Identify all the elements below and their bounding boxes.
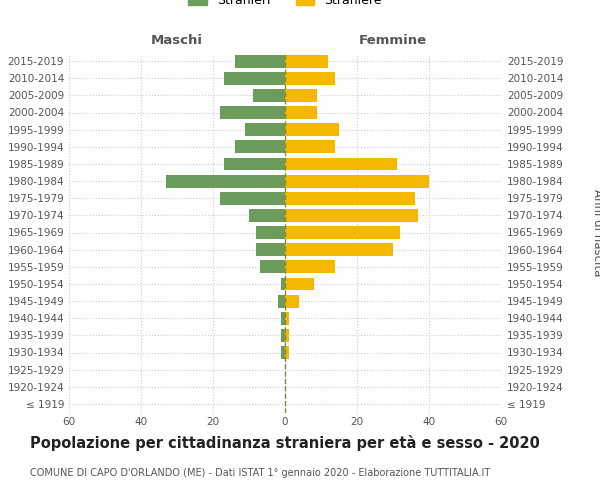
Text: Popolazione per cittadinanza straniera per età e sesso - 2020: Popolazione per cittadinanza straniera p…: [30, 435, 540, 451]
Bar: [285, 346, 289, 359]
Bar: [285, 278, 314, 290]
Bar: [285, 209, 418, 222]
Bar: [285, 260, 335, 273]
Bar: [285, 54, 328, 68]
Bar: [285, 106, 317, 119]
Bar: [285, 329, 289, 342]
Bar: [285, 226, 400, 239]
Bar: [256, 226, 285, 239]
Bar: [285, 72, 335, 85]
Bar: [285, 158, 397, 170]
Bar: [260, 260, 285, 273]
Bar: [224, 72, 285, 85]
Text: Maschi: Maschi: [151, 34, 203, 48]
Bar: [256, 243, 285, 256]
Bar: [245, 123, 285, 136]
Y-axis label: Fasce di età: Fasce di età: [0, 198, 2, 268]
Bar: [220, 106, 285, 119]
Bar: [224, 158, 285, 170]
Bar: [285, 312, 289, 324]
Legend: Stranieri, Straniere: Stranieri, Straniere: [188, 0, 382, 7]
Bar: [285, 140, 335, 153]
Bar: [249, 209, 285, 222]
Bar: [285, 123, 339, 136]
Bar: [281, 329, 285, 342]
Bar: [235, 140, 285, 153]
Bar: [220, 192, 285, 204]
Bar: [285, 89, 317, 102]
Text: COMUNE DI CAPO D'ORLANDO (ME) - Dati ISTAT 1° gennaio 2020 - Elaborazione TUTTIT: COMUNE DI CAPO D'ORLANDO (ME) - Dati IST…: [30, 468, 490, 477]
Bar: [253, 89, 285, 102]
Bar: [166, 174, 285, 188]
Bar: [285, 174, 429, 188]
Text: Anni di nascita: Anni di nascita: [590, 189, 600, 276]
Bar: [278, 294, 285, 308]
Bar: [281, 278, 285, 290]
Bar: [281, 312, 285, 324]
Text: Femmine: Femmine: [359, 34, 427, 48]
Bar: [281, 346, 285, 359]
Bar: [285, 243, 393, 256]
Bar: [235, 54, 285, 68]
Bar: [285, 192, 415, 204]
Bar: [285, 294, 299, 308]
